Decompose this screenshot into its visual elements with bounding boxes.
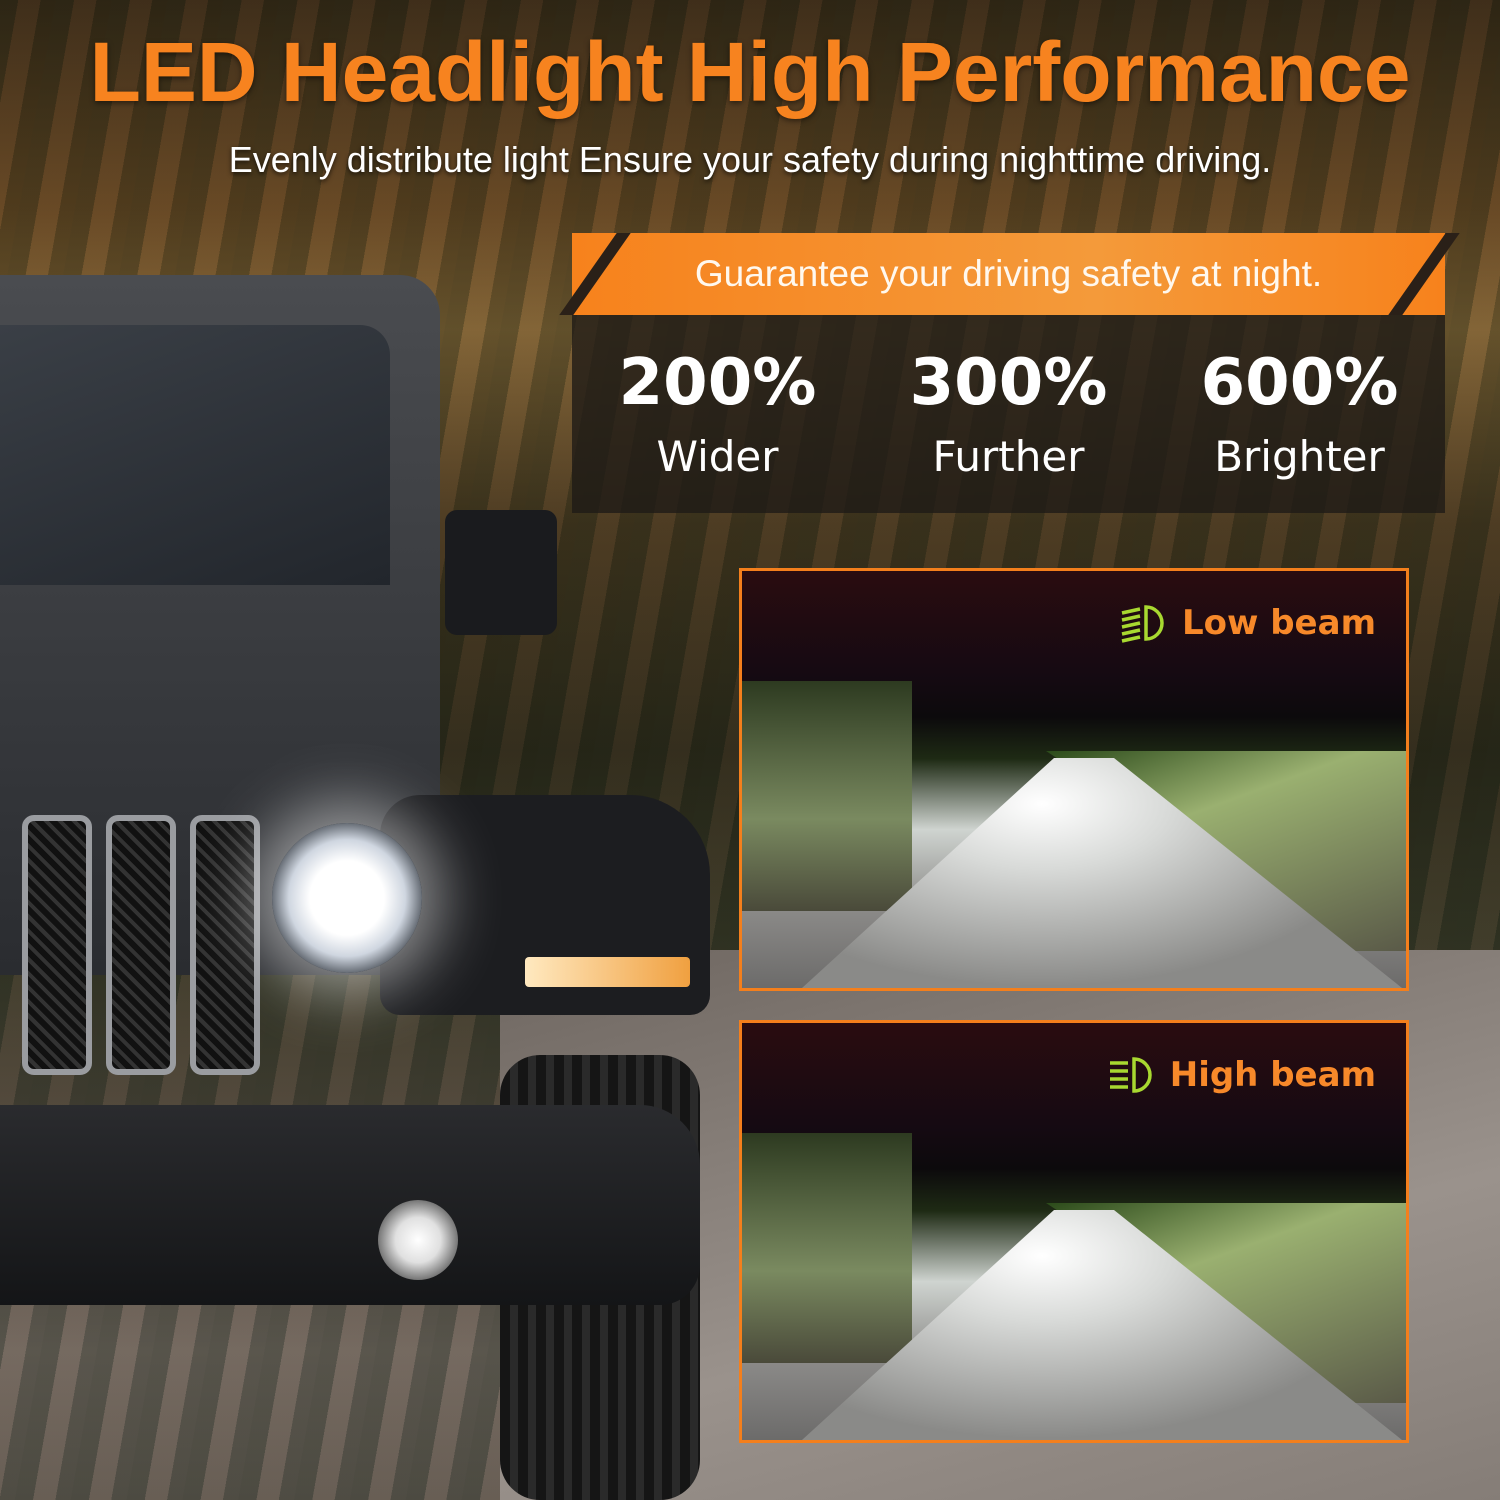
high-beam-label: High beam [1106, 1055, 1376, 1095]
grille [0, 815, 290, 1085]
high-beam-panel: High beam [739, 1020, 1409, 1443]
stat-wider: 200% Wider [572, 315, 863, 513]
stat-label: Further [932, 432, 1085, 481]
page-title: LED Headlight High Performance [89, 25, 1411, 119]
safety-banner: Guarantee your driving safety at night. [572, 233, 1445, 315]
stat-value: 200% [618, 346, 817, 420]
grille-slot [190, 815, 260, 1075]
beam-label-text: High beam [1169, 1055, 1376, 1095]
grille-slot [22, 815, 92, 1075]
fog-light [378, 1200, 458, 1280]
stat-label: Wider [656, 432, 779, 481]
page-subtitle: Evenly distribute light Ensure your safe… [228, 139, 1272, 180]
low-beam-label: Low beam [1118, 603, 1376, 643]
grille-slot [106, 815, 176, 1075]
stat-value: 300% [909, 346, 1108, 420]
bumper [0, 1105, 700, 1305]
stat-brighter: 600% Brighter [1154, 315, 1445, 513]
banner-text: Guarantee your driving safety at night. [694, 253, 1323, 294]
stat-value: 600% [1200, 346, 1399, 420]
stats-panel: 200% Wider 300% Further 600% Brighter [572, 315, 1445, 513]
windshield [0, 325, 390, 585]
stat-further: 300% Further [863, 315, 1154, 513]
roadside-left [742, 681, 912, 911]
led-headlight [272, 823, 422, 973]
jeep-vehicle-image [0, 275, 720, 1500]
beam-label-text: Low beam [1181, 603, 1376, 643]
low-beam-icon [1121, 605, 1164, 643]
turn-signal [525, 957, 690, 987]
roadside-left [742, 1133, 912, 1363]
low-beam-panel: Low beam [739, 568, 1409, 991]
high-beam-icon [1109, 1057, 1152, 1093]
stat-label: Brighter [1214, 432, 1385, 481]
side-mirror [445, 510, 557, 635]
